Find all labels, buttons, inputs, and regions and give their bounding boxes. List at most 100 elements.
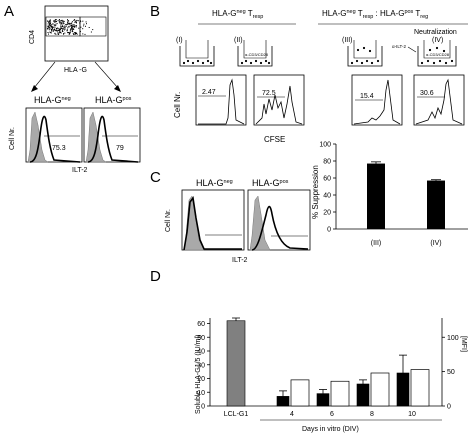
event-dot [73, 33, 75, 35]
y-tick-label: 50 [197, 335, 205, 342]
d-x-label: Days in vitro (DIV) [302, 426, 359, 433]
suppression-chart: 0 20 40 60 80 100 (III) (IV) % Suppression [311, 142, 468, 247]
well-label: (III) [342, 37, 353, 44]
event-dot [71, 24, 73, 26]
event-dot [54, 26, 56, 28]
event-dot [58, 21, 60, 23]
well-schematic-3: (III) [342, 37, 383, 67]
event-dot [82, 20, 84, 22]
category-label: 4 [290, 411, 294, 418]
event-dot [53, 20, 54, 22]
soluble-hla-g-bar [396, 372, 410, 407]
panel-b-group1-title: HLA-Gneg Tresp [212, 9, 263, 20]
event-dot [55, 19, 57, 21]
event-dot [54, 20, 56, 22]
panel-a-hist2-title: HLA-Gpos [95, 95, 132, 105]
event-dot [59, 32, 61, 34]
event-dot [62, 24, 64, 26]
event-dot [54, 21, 56, 23]
y2-tick-label: 0 [447, 404, 451, 411]
event-dot [49, 19, 51, 21]
d-categories: LCL-G1 4 6 8 10 [224, 411, 416, 418]
event-dot [55, 21, 57, 23]
event-dot [60, 27, 62, 29]
event-dot [83, 25, 85, 27]
event-dot [69, 32, 71, 33]
histogram-frame [413, 74, 465, 126]
cfse-value: 30.6 [420, 90, 434, 97]
event-dot [57, 33, 59, 35]
event-dot [68, 20, 70, 22]
event-dot [55, 30, 57, 32]
well-insert [185, 40, 209, 59]
event-dot [68, 23, 70, 24]
panel-a-hist1-title: HLA-Gneg [34, 95, 71, 105]
event-dot [47, 25, 49, 27]
event-dot [58, 20, 60, 22]
panel-c-y-label: Cell Nr. [165, 209, 172, 232]
event-dot [77, 20, 79, 22]
event-dot [48, 27, 50, 29]
event-dot [80, 26, 82, 28]
panel-a-histogram-pos: 79 [83, 107, 141, 163]
event-dot [63, 22, 65, 24]
event-dot [54, 28, 56, 30]
event-dot [70, 25, 72, 27]
event-dot [49, 24, 51, 26]
event-dot [71, 27, 72, 29]
event-dot [69, 22, 71, 24]
event-dot [63, 26, 65, 28]
event-dot [79, 20, 81, 22]
event-dot [61, 28, 63, 30]
event-dot [79, 22, 81, 24]
well-label: (I) [176, 37, 183, 44]
y-tick-label: 30 [197, 362, 205, 369]
panel-c-hist2-title: HLA-Gpos [252, 178, 289, 188]
arrow-head-left [31, 85, 38, 92]
event-dot [65, 24, 67, 25]
well-cells [350, 46, 380, 65]
panel-a-y-label: Cell Nr. [9, 127, 16, 150]
suppression-bars [367, 161, 445, 229]
event-dot [60, 32, 62, 34]
event-dot [55, 29, 57, 31]
event-dot [56, 23, 58, 25]
event-dot [71, 26, 73, 28]
event-dot [60, 21, 62, 23]
event-dot [84, 33, 86, 35]
y-tick-label: 60 [197, 321, 205, 328]
event-dot [49, 31, 51, 33]
panel-a-histogram-neg: 75.3 [25, 107, 83, 163]
cfse-curve [353, 79, 401, 125]
event-dot [61, 23, 63, 25]
event-dot [47, 23, 49, 25]
event-dot [54, 30, 56, 32]
category-label: (IV) [430, 240, 441, 247]
event-dot [64, 25, 66, 27]
event-dot [73, 26, 75, 27]
event-dot [61, 19, 63, 21]
event-dot [51, 29, 53, 31]
dot-plot-events [47, 19, 94, 35]
cfse-curve [198, 78, 245, 125]
event-dot [58, 19, 60, 20]
well-side-label: α-ILT-2 [392, 44, 407, 49]
histogram-frame [83, 107, 141, 163]
histogram-frame [181, 189, 245, 251]
well-cells [420, 46, 454, 65]
event-dot [60, 20, 62, 21]
histogram-isotype-fill [85, 111, 107, 163]
cfse-histogram-3: 15.4 [351, 74, 403, 126]
event-dot [57, 27, 59, 29]
event-dot [51, 24, 53, 26]
event-dot [47, 28, 49, 30]
event-dot [72, 27, 74, 29]
cfse-curve [415, 78, 463, 125]
event-dot [68, 26, 70, 28]
well-cells [240, 59, 271, 65]
event-dot [69, 30, 71, 32]
y-tick-label: 0 [201, 404, 205, 411]
event-dot [70, 28, 72, 30]
event-dot [62, 28, 64, 30]
